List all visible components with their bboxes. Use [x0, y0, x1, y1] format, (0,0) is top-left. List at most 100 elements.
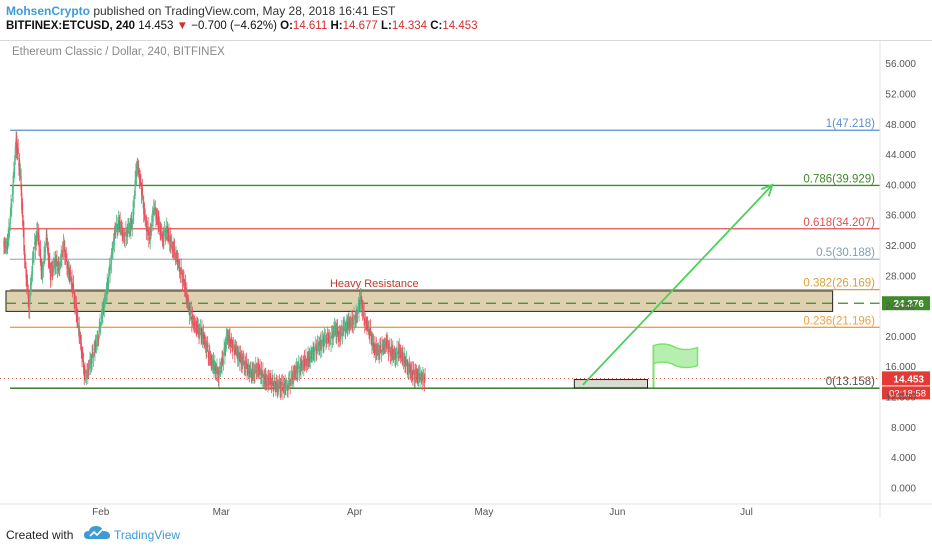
- candle-body: [92, 356, 95, 359]
- candle-body: [231, 342, 233, 344]
- candle-body: [217, 371, 219, 374]
- candle-body: [73, 297, 75, 302]
- candle-body: [311, 352, 314, 354]
- projection-arrow-head: [760, 183, 774, 197]
- candle-body: [373, 351, 375, 353]
- tradingview-brand-link[interactable]: TradingView: [114, 528, 181, 542]
- candle-body: [212, 361, 214, 370]
- candle-body: [229, 345, 232, 347]
- candle-body: [301, 362, 303, 365]
- candle-body: [115, 223, 118, 228]
- candle-body: [26, 276, 28, 287]
- candle-body: [313, 353, 316, 356]
- candle-body: [82, 355, 84, 357]
- candle-body: [237, 351, 239, 359]
- candle-body: [393, 349, 395, 352]
- candle-body: [212, 361, 214, 366]
- last-price: 14.453: [138, 20, 174, 32]
- candle-body: [256, 366, 258, 368]
- candle-body: [382, 347, 385, 350]
- candle-body: [28, 299, 30, 311]
- candle-body: [238, 354, 240, 358]
- candle-body: [81, 350, 83, 359]
- candle-body: [68, 266, 70, 274]
- candle-body: [370, 338, 372, 340]
- candle-body: [120, 226, 122, 228]
- candle-body: [378, 348, 380, 355]
- candle-body: [168, 230, 170, 235]
- price-chart[interactable]: Ethereum Classic / Dollar, 240, BITFINEX…: [0, 41, 932, 518]
- candle-body: [64, 247, 66, 258]
- candle-body: [374, 345, 377, 354]
- candle-body: [101, 309, 103, 321]
- candle-body: [55, 260, 57, 266]
- candle-body: [126, 230, 128, 236]
- candle-body: [308, 356, 310, 361]
- candle-body: [266, 378, 268, 380]
- candle-body: [278, 382, 280, 384]
- candle-body: [411, 370, 413, 378]
- candle-body: [11, 193, 14, 196]
- candle-body: [218, 370, 220, 379]
- candle-body: [176, 254, 178, 256]
- candle-body: [225, 337, 227, 349]
- candle-body: [31, 271, 33, 277]
- candle-body: [33, 253, 35, 258]
- candle-body: [396, 349, 398, 351]
- candle-body: [392, 357, 395, 359]
- candle-body: [351, 321, 353, 323]
- candle-body: [354, 315, 357, 319]
- candle-body: [97, 337, 99, 344]
- candle-body: [336, 328, 338, 336]
- candle-body: [149, 228, 151, 242]
- candle-body: [60, 252, 62, 259]
- candle-body: [298, 363, 300, 365]
- candle-body: [155, 214, 157, 220]
- candle-body: [406, 364, 408, 367]
- candle-body: [253, 370, 255, 377]
- fib-level-label: 0(13.158): [826, 376, 875, 388]
- candle-body: [343, 325, 345, 329]
- candle-body: [48, 258, 50, 260]
- candle-body: [80, 342, 82, 352]
- candle-body: [294, 374, 296, 376]
- candle-body: [11, 203, 13, 208]
- candle-body: [75, 304, 77, 316]
- candle-body: [213, 365, 215, 369]
- candle-body: [419, 379, 421, 381]
- candle-body: [420, 375, 423, 377]
- candle-body: [40, 264, 42, 272]
- low-label: L:: [380, 20, 392, 32]
- publish-line: MohsenCrypto published on TradingView.co…: [6, 4, 395, 18]
- candle-body: [260, 372, 262, 376]
- candle-body: [287, 386, 289, 389]
- candle-body: [189, 310, 192, 315]
- candle-body: [255, 369, 258, 373]
- candle-body: [113, 237, 115, 242]
- candle-body: [261, 375, 263, 379]
- candle-body: [257, 363, 260, 370]
- symbol-label: BITFINEX:ETCUSD, 240: [6, 20, 136, 32]
- candle-body: [175, 253, 177, 255]
- candle-body: [161, 235, 164, 238]
- candle-body: [143, 211, 146, 217]
- candle-body: [223, 347, 225, 351]
- heavy-resistance-label: Heavy Resistance: [330, 278, 419, 290]
- candle-body: [288, 380, 290, 385]
- candle-body: [401, 354, 403, 358]
- candle-body: [118, 219, 120, 229]
- high-label: H:: [330, 20, 343, 32]
- candle-body: [77, 326, 80, 328]
- candle-body: [141, 187, 143, 197]
- candle-body: [16, 149, 19, 154]
- candle-body: [31, 257, 34, 274]
- candle-body: [282, 390, 284, 392]
- candle-body: [400, 352, 402, 354]
- candle-body: [58, 265, 60, 272]
- candle-body: [173, 246, 175, 253]
- candle-body: [110, 252, 113, 265]
- candle-body: [43, 255, 45, 264]
- candle-body: [345, 324, 347, 326]
- author-link[interactable]: MohsenCrypto: [6, 4, 90, 18]
- candle-body: [377, 346, 379, 348]
